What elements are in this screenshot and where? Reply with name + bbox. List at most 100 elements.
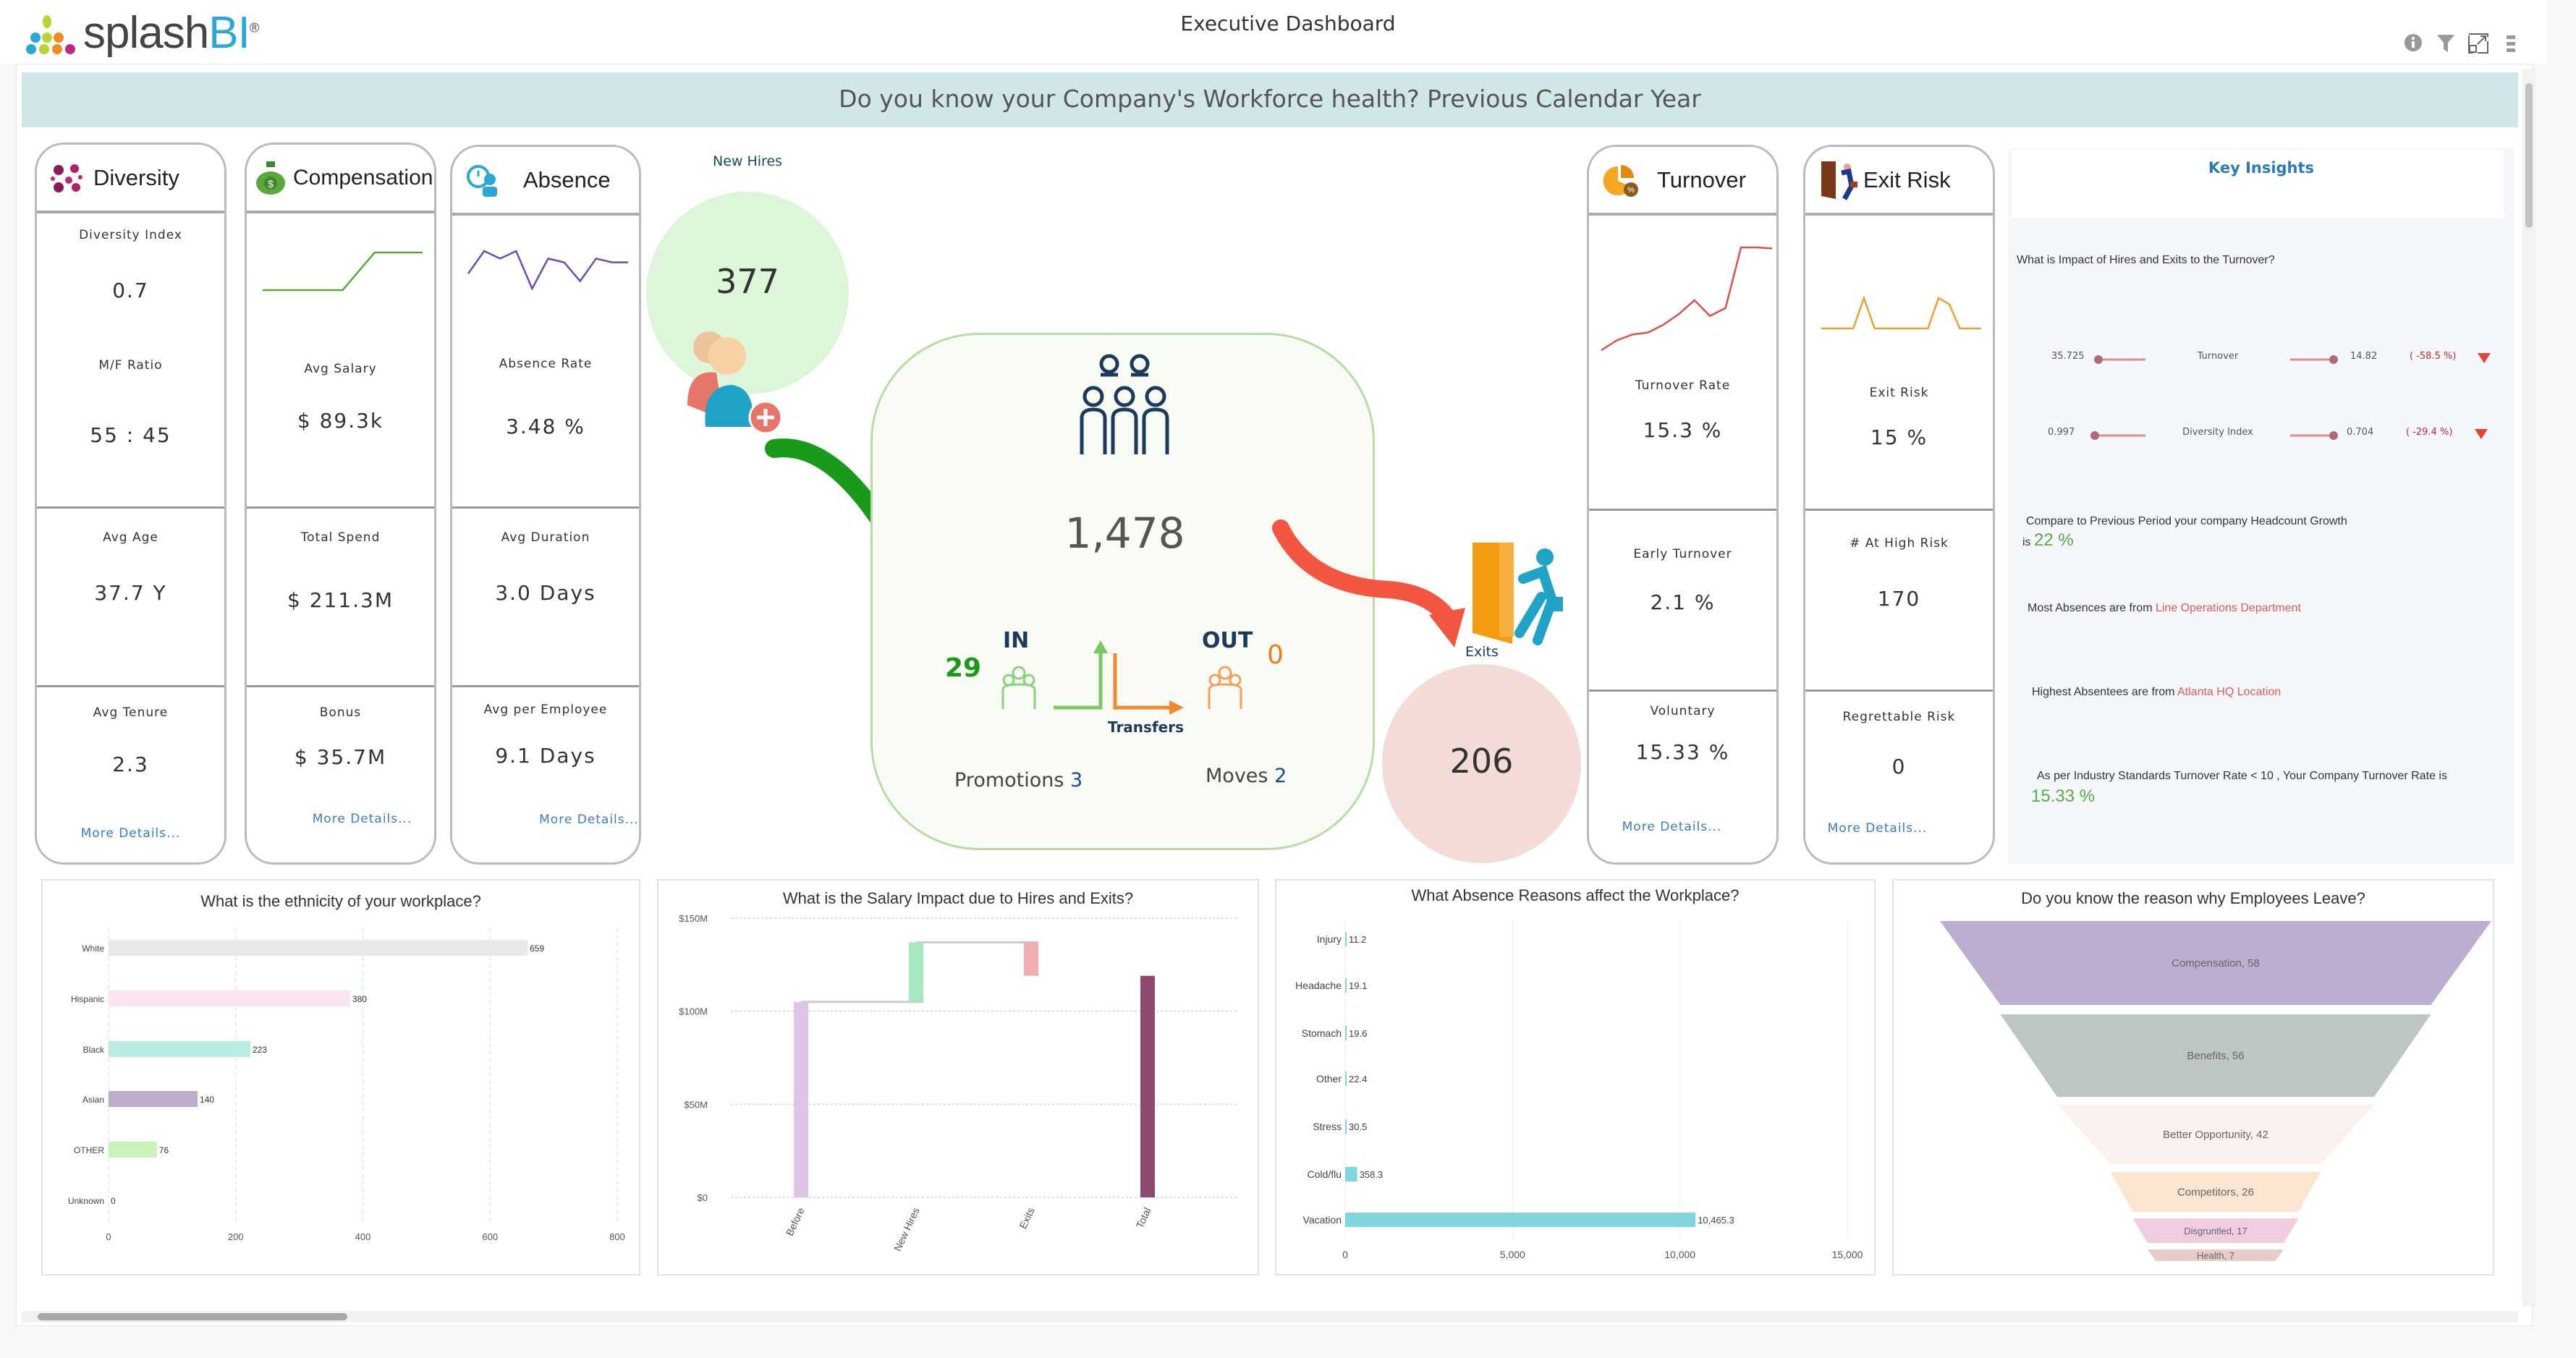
- absences-text: Most Absences are from: [2028, 602, 2153, 614]
- bar: [1345, 1167, 1357, 1181]
- turnover-rate-value: 15.3 %: [1643, 418, 1723, 442]
- svg-text:$: $: [268, 178, 274, 190]
- to-dot: [2329, 431, 2338, 440]
- category-label: Hispanic: [71, 994, 104, 1004]
- industry-turnover-value: 15.33 %: [2031, 786, 2096, 806]
- data-label: 659: [530, 943, 544, 954]
- avg-duration-label: Avg Duration: [501, 530, 590, 545]
- funnel-segment: [2111, 1172, 2321, 1212]
- page-title: Executive Dashboard: [1180, 12, 1396, 35]
- sparkline-path: [263, 251, 423, 292]
- info-icon[interactable]: [2402, 33, 2424, 55]
- more-details-link[interactable]: More Details...: [80, 826, 181, 841]
- transfers-out-value: 0: [1267, 640, 1284, 670]
- more-vert-icon[interactable]: [2500, 33, 2522, 55]
- absences-department-link[interactable]: Line Operations Department: [2155, 602, 2301, 614]
- exit-risk-door-icon: [1821, 161, 1857, 200]
- moves-label: Moves: [1206, 765, 1268, 787]
- funnel-label: Disgruntled, 17: [2184, 1226, 2247, 1236]
- regrettable-risk-value: 0: [1891, 755, 1907, 778]
- more-details-link[interactable]: More Details...: [539, 812, 639, 827]
- absence-sparkline: [467, 250, 628, 291]
- exit-risk-sparkline: [1821, 295, 1981, 330]
- avg-per-employee-value: 9.1 Days: [495, 744, 596, 768]
- leave-reasons-funnel-chart: Compensation, 58 Benefits, 56 Better Oppor…: [1940, 921, 2491, 1261]
- horizontal-scrollbar-thumb[interactable]: [38, 1313, 347, 1320]
- funnel-label: Better Opportunity, 42: [2163, 1129, 2268, 1141]
- absence-reasons-bar-chart: 0 5,000 10,000 15,000 Injury 11.2 Headache 19.1…: [1295, 920, 1863, 1260]
- turnover-sparkline: [1601, 246, 1773, 352]
- bar: [109, 940, 528, 956]
- diversity-icon: [51, 164, 82, 192]
- data-label: 380: [352, 994, 367, 1004]
- data-label: 22.4: [1349, 1074, 1367, 1085]
- absentees-location-link[interactable]: Atlanta HQ Location: [2177, 686, 2281, 698]
- exit-door-icon: [1473, 543, 1563, 645]
- card-title: Exit Risk: [1863, 166, 1951, 192]
- funnel-segment: [2057, 1105, 2374, 1164]
- to-value: 14.82: [2350, 351, 2378, 362]
- x-tick-label: 10,000: [1664, 1249, 1695, 1260]
- bar: [109, 1142, 157, 1158]
- avg-age-value: 37.7 Y: [94, 581, 167, 605]
- x-tick-label: 0: [1342, 1249, 1348, 1260]
- card-section: Absence Rate 3.48 %: [452, 216, 639, 509]
- card-section: Avg Duration 3.0 Days: [452, 509, 639, 687]
- from-value: 35.725: [2051, 351, 2085, 362]
- chart-title: Do you know the reason why Employees Lea…: [2021, 889, 2365, 907]
- transfers-arrows-icon: [1054, 640, 1184, 715]
- more-details-link[interactable]: More Details...: [312, 812, 412, 826]
- early-turnover-value: 2.1 %: [1650, 590, 1716, 614]
- chart-title: What Absence Reasons affect the Workplac…: [1411, 886, 1740, 904]
- transfers-in-value: 29: [945, 653, 982, 683]
- turnover-card: % Turnover Turnover Rate 15.3 % Early Tu…: [1587, 145, 1779, 865]
- card-header: $ Compensation: [247, 145, 434, 213]
- card-section: Avg Salary $ 89.3k: [247, 213, 434, 509]
- vertical-scrollbar-thumb[interactable]: [2525, 83, 2533, 228]
- bar: [909, 942, 923, 1002]
- bar: [1024, 942, 1038, 976]
- data-label: 358.3: [1360, 1169, 1384, 1180]
- avg-age-label: Avg Age: [103, 530, 158, 545]
- headcount-panel: 1,478 IN 29 Transfers OUT 0 Promotions 3…: [870, 333, 1375, 850]
- card-section: Avg Age 37.7 Y: [37, 509, 224, 687]
- leave-reasons-chart-panel: Do you know the reason why Employees Lea…: [1892, 879, 2494, 1276]
- expand-icon[interactable]: [2467, 33, 2489, 55]
- funnel-segment: [2148, 1249, 2284, 1261]
- group-in-icon: [1001, 666, 1036, 709]
- exits-circle: [1382, 664, 1581, 863]
- data-label: 223: [253, 1045, 267, 1055]
- more-details-link[interactable]: More Details...: [1622, 820, 1722, 834]
- category-label: Cold/flu: [1308, 1168, 1342, 1180]
- data-label: 11.2: [1349, 934, 1366, 945]
- category-label: Stress: [1313, 1121, 1342, 1132]
- card-section: Exit Risk 15 %: [1805, 216, 1993, 511]
- filter-icon[interactable]: [2435, 33, 2457, 55]
- category-label: Unknown: [68, 1196, 104, 1206]
- transfers-out-label: OUT: [1202, 628, 1253, 653]
- compensation-card: $ Compensation Avg Salary $ 89.3k Total …: [245, 143, 436, 865]
- logo-splash-icon: [26, 15, 75, 54]
- x-tick-label: 5,000: [1500, 1249, 1525, 1260]
- card-title: Diversity: [93, 164, 179, 190]
- bar: [1345, 1071, 1347, 1086]
- early-turnover-label: Early Turnover: [1633, 547, 1732, 561]
- headcount-is: is: [2022, 536, 2031, 548]
- money-bag-icon: $: [256, 161, 285, 195]
- x-tick-label: 800: [609, 1231, 625, 1242]
- x-tick-label: Total: [1134, 1206, 1153, 1231]
- voluntary-value: 15.33 %: [1635, 740, 1730, 764]
- x-tick-label: Before: [784, 1205, 807, 1237]
- y-tick-label: $100M: [679, 1006, 708, 1017]
- x-tick-label: 400: [355, 1231, 371, 1242]
- logo-text: splashBI®: [83, 8, 259, 58]
- compensation-sparkline: [263, 251, 423, 292]
- exits-label: Exits: [1465, 644, 1499, 660]
- vertical-scrollbar[interactable]: [2522, 69, 2535, 1306]
- exits-outflow-arrow: [1272, 519, 1465, 648]
- horizontal-scrollbar[interactable]: [22, 1311, 2518, 1323]
- transfers-in-label: IN: [1003, 628, 1030, 653]
- data-label: 19.1: [1349, 980, 1367, 991]
- sparkline-path: [1821, 295, 1981, 330]
- more-details-link[interactable]: More Details...: [1827, 821, 1928, 836]
